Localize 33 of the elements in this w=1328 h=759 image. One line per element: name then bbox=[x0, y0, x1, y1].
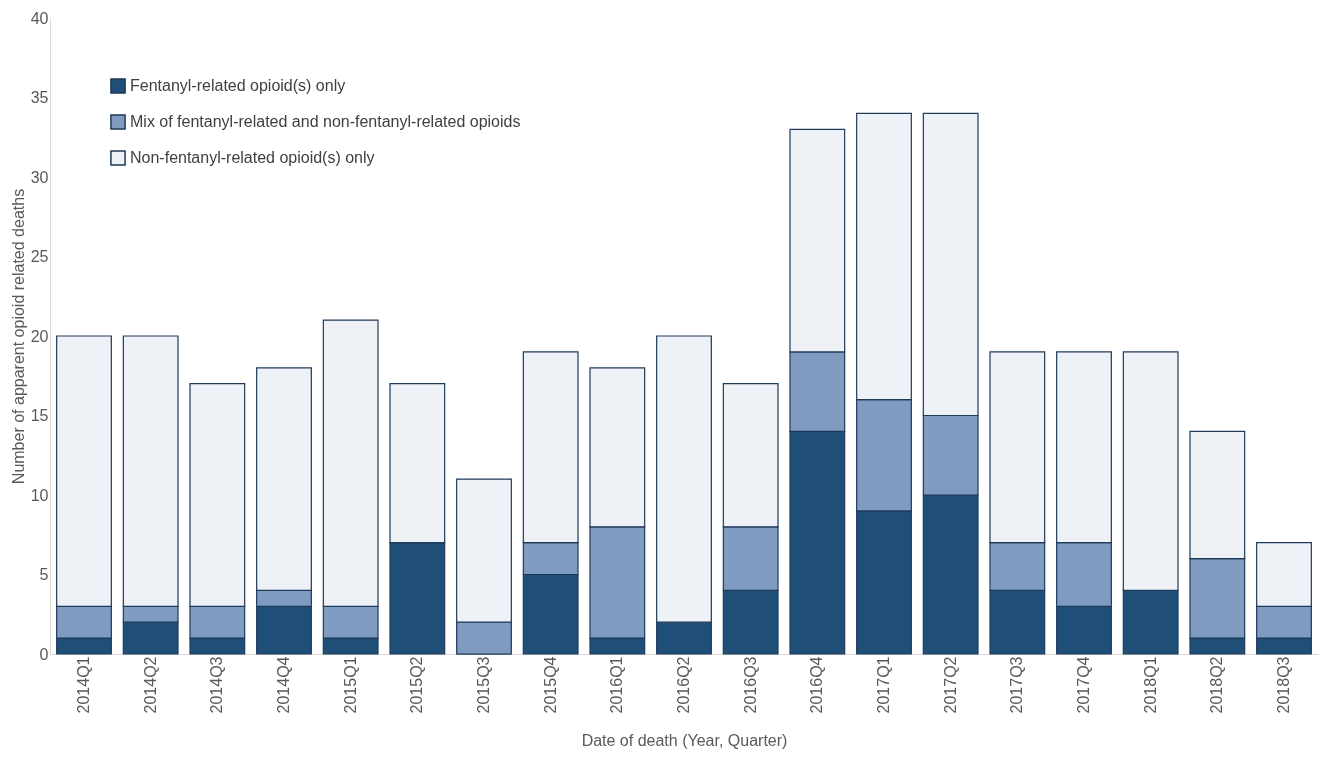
x-tick-label: 2018Q3 bbox=[1275, 656, 1292, 714]
x-tick-label: 2016Q3 bbox=[741, 656, 759, 714]
y-tick-label: 40 bbox=[30, 9, 49, 27]
y-tick-label: 30 bbox=[30, 168, 49, 186]
y-tick-label: 25 bbox=[30, 248, 49, 265]
x-tick-label: 2014Q1 bbox=[75, 656, 92, 714]
y-axis-title: Number of apparent opioid related deaths bbox=[9, 188, 27, 485]
x-tick-label: 2015Q3 bbox=[475, 656, 492, 714]
x-tick-label: 2017Q2 bbox=[941, 656, 959, 714]
x-tick-label: 2014Q4 bbox=[275, 656, 292, 714]
x-tick-label: 2014Q3 bbox=[208, 656, 226, 714]
x-tick-label: 2017Q3 bbox=[1008, 656, 1026, 714]
legend-label: Non-fentanyl-related opioid(s) only bbox=[130, 149, 375, 166]
x-tick-label: 2015Q4 bbox=[541, 656, 559, 714]
x-tick-label: 2015Q2 bbox=[408, 656, 426, 714]
x-tick-label: 2018Q2 bbox=[1208, 656, 1226, 714]
y-tick-label: 10 bbox=[30, 486, 49, 504]
x-tick-label: 2018Q1 bbox=[1141, 656, 1159, 714]
x-tick-label: 2016Q2 bbox=[675, 656, 692, 714]
x-tick-label: 2015Q1 bbox=[341, 656, 359, 714]
y-tick-label: 5 bbox=[39, 566, 49, 583]
x-axis-title: Date of death (Year, Quarter) bbox=[581, 732, 788, 750]
x-tick-label: 2016Q1 bbox=[608, 656, 626, 714]
x-tick-label: 2014Q2 bbox=[141, 656, 159, 714]
legend-label: Fentanyl-related opioid(s) only bbox=[130, 77, 346, 94]
y-tick-label: 20 bbox=[30, 327, 49, 345]
y-tick-label: 35 bbox=[30, 89, 49, 106]
x-tick-label: 2016Q4 bbox=[808, 656, 826, 714]
y-tick-label: 15 bbox=[30, 407, 49, 424]
x-tick-label: 2017Q1 bbox=[875, 656, 892, 714]
y-tick-label: 0 bbox=[39, 645, 49, 663]
x-tick-label: 2017Q4 bbox=[1075, 656, 1092, 714]
legend-label: Mix of fentanyl-related and non-fentanyl-related opioids bbox=[130, 113, 521, 130]
